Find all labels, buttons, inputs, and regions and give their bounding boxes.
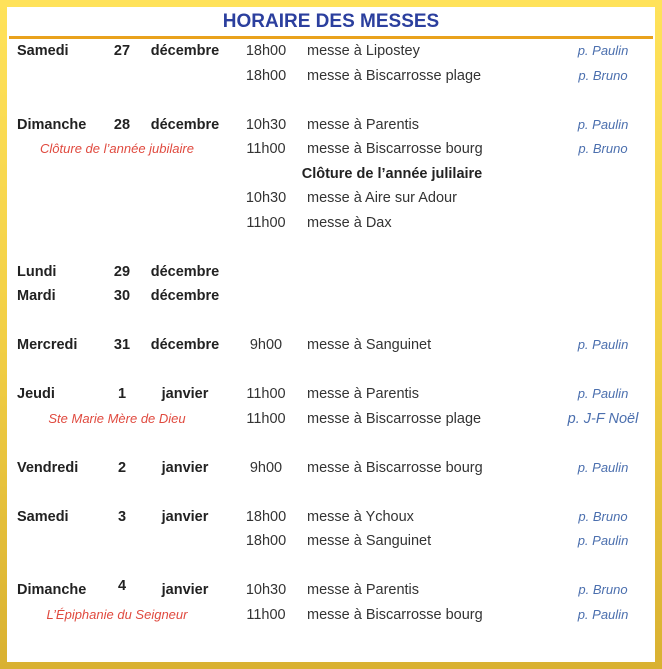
date-number: 1 (117, 386, 127, 402)
day-label: Dimanche (17, 116, 87, 133)
mass-location: messe à Lipostey (307, 43, 420, 59)
date-number: 31 (113, 337, 131, 353)
day-label: Lundi (17, 263, 57, 280)
spacer-row (7, 309, 655, 334)
mass-location: messe à Parentis (307, 582, 420, 598)
mass-location: messe à Parentis (307, 386, 420, 402)
mass-time: 9h00 (249, 459, 283, 476)
schedule-row: Mercredi 31 décembre 9h00 messe à Sanguinet p… (7, 333, 655, 358)
feast-label: L’Épiphanie du Seigneur (46, 606, 188, 622)
date-number: 27 (113, 43, 131, 59)
mass-time: 11h00 (246, 410, 286, 427)
feast-label: Ste Marie Mère de Dieu (48, 410, 186, 426)
schedule-row: L’Épiphanie du Seigneur 11h00 messe à Bisc… (7, 603, 655, 628)
priest-name: p. J-F Noël (567, 410, 639, 427)
spacer-row (7, 88, 655, 113)
mass-time: 18h00 (245, 43, 287, 59)
mass-location: messe à Sanguinet (307, 533, 432, 549)
schedule-row: Mardi 30 décembre (7, 284, 655, 309)
schedule-row: Clôture de l’année julilaire (7, 162, 655, 187)
spacer-row (7, 358, 655, 383)
mass-time: 10h30 (245, 190, 287, 206)
special-note: Clôture de l’année julilaire (301, 165, 483, 182)
schedule-row: Samedi 27 décembre 18h00 messe à Lipostey p. … (7, 39, 655, 64)
priest-name: p. Paulin (577, 606, 629, 622)
mass-location: messe à Biscarrosse bourg (307, 606, 483, 623)
priest-name: p. Bruno (578, 582, 628, 597)
mass-time: 10h30 (245, 582, 287, 598)
mass-location: messe à Parentis (307, 116, 420, 133)
day-label: Vendredi (17, 459, 79, 476)
priest-name: p. Bruno (578, 508, 628, 524)
schedule-row: 10h30 messe à Aire sur Adour (7, 186, 655, 211)
mass-time: 10h30 (245, 116, 287, 133)
schedule-row: 18h00 messe à Sanguinet p. Paulin (7, 529, 655, 554)
mass-time: 18h00 (245, 508, 287, 525)
schedule-row: Vendredi 2 janvier 9h00 messe à Biscarrosse … (7, 456, 655, 481)
day-label: Mercredi (17, 337, 78, 353)
mass-location: messe à Dax (307, 214, 392, 231)
date-number: 30 (113, 288, 131, 304)
schedule-row: Samedi 3 janvier 18h00 messe à Ychoux p. Brun… (7, 505, 655, 530)
day-label: Dimanche (17, 582, 87, 598)
date-number: 29 (113, 263, 131, 280)
schedule-row: Clôture de l’année jubilaire 11h00 messe à… (7, 137, 655, 162)
feast-label: Clôture de l’année jubilaire (40, 141, 194, 156)
mass-time: 18h00 (245, 67, 287, 84)
day-label: Mardi (17, 288, 56, 304)
month-label: décembre (150, 116, 220, 133)
priest-name: p. Paulin (577, 386, 629, 401)
schedule-row: Dimanche 4 janvier 10h30 messe à Parentis p. … (7, 578, 655, 603)
day-label: Samedi (17, 508, 69, 525)
mass-location: messe à Biscarrosse bourg (307, 141, 483, 157)
day-label: Jeudi (17, 386, 55, 402)
mass-location: messe à Aire sur Adour (307, 190, 457, 206)
schedule-page: HORAIRE DES MESSES Samedi 27 décembre 18h00… (7, 7, 655, 662)
month-label: décembre (150, 337, 220, 353)
mass-time: 11h00 (246, 606, 286, 623)
month-label: décembre (150, 288, 220, 304)
priest-name: p. Paulin (577, 533, 629, 548)
priest-name: p. Paulin (577, 337, 629, 352)
spacer-row (7, 431, 655, 456)
date-number: 2 (117, 459, 127, 476)
priest-name: p. Bruno (578, 141, 628, 156)
mass-time: 9h00 (249, 337, 283, 353)
spacer-row (7, 480, 655, 505)
schedule-row: Lundi 29 décembre (7, 260, 655, 285)
month-label: décembre (150, 43, 220, 59)
mass-time: 11h00 (246, 214, 286, 231)
mass-location: messe à Biscarrosse bourg (307, 459, 483, 476)
mass-time: 11h00 (246, 141, 286, 157)
schedule-row: 18h00 messe à Biscarrosse plage p. Bruno (7, 64, 655, 89)
spacer-row (7, 554, 655, 579)
priest-name: p. Bruno (578, 67, 628, 83)
date-number: 4 (117, 578, 127, 594)
mass-location: messe à Biscarrosse plage (307, 410, 482, 427)
schedule-row: Ste Marie Mère de Dieu 11h00 messe à Bisca… (7, 407, 655, 432)
mass-location: messe à Sanguinet (307, 337, 432, 353)
mass-location: messe à Ychoux (307, 508, 414, 525)
day-label: Samedi (17, 43, 69, 59)
mass-time: 11h00 (246, 386, 286, 402)
schedule-row: Dimanche 28 décembre 10h30 messe à Parentis p… (7, 113, 655, 138)
page-title: HORAIRE DES MESSES (222, 11, 440, 32)
month-label: janvier (161, 582, 209, 598)
priest-name: p. Paulin (577, 116, 629, 132)
month-label: décembre (150, 263, 220, 280)
date-number: 28 (113, 116, 131, 133)
schedule-row: 11h00 messe à Dax (7, 211, 655, 236)
title-divider (9, 36, 653, 39)
month-label: janvier (161, 508, 209, 525)
mass-location: messe à Biscarrosse plage (307, 67, 482, 84)
month-label: janvier (161, 386, 209, 402)
priest-name: p. Paulin (577, 459, 629, 475)
spacer-row (7, 235, 655, 260)
month-label: janvier (161, 459, 209, 476)
mass-time: 18h00 (245, 533, 287, 549)
priest-name: p. Paulin (577, 43, 629, 58)
date-number: 3 (117, 508, 127, 525)
schedule-row: Jeudi 1 janvier 11h00 messe à Parentis p. Pau… (7, 382, 655, 407)
